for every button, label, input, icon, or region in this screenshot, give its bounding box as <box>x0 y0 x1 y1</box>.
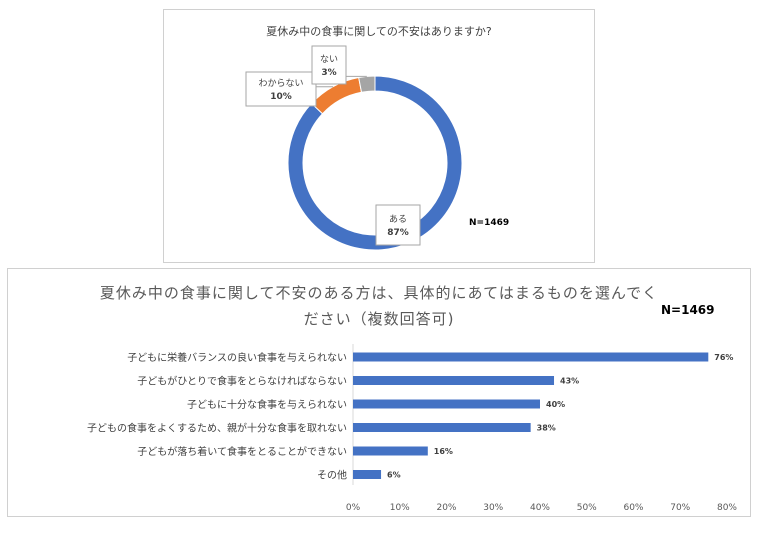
x-tick-8: 80% <box>717 503 737 513</box>
bar-1 <box>353 376 555 385</box>
x-tick-5: 50% <box>577 503 597 513</box>
donut-slice-2 <box>358 75 376 93</box>
bar-5 <box>353 470 382 479</box>
donut-callout-0: ある 87% <box>375 204 421 246</box>
donut-slice-label-1: わからない <box>258 78 303 89</box>
donut-chart-title: 夏休み中の食事に関しての不安はありますか? <box>266 25 492 38</box>
bar-2 <box>353 399 540 409</box>
donut-callout-2: ない 3% <box>311 45 367 85</box>
donut-sample-size: N=1469 <box>469 218 510 228</box>
bar-4 <box>353 446 428 456</box>
bar-value-0: 76% <box>714 353 733 362</box>
category-label-4: 子どもが落ち着いて食事をとることができない <box>137 445 347 458</box>
bar-0 <box>353 352 709 362</box>
donut-slice-label-0: ある <box>389 214 407 225</box>
donut-slice-value-0: 87% <box>387 228 409 238</box>
x-tick-7: 70% <box>670 503 690 513</box>
category-label-5: その他 <box>317 469 347 482</box>
donut-slice-value-2: 3% <box>321 68 336 78</box>
x-tick-2: 20% <box>436 503 456 513</box>
bar-value-4: 16% <box>434 447 453 456</box>
bar-chart: 子どもに栄養バランスの良い食事を与えられない 76% 子どもがひとりで食事をとらなけ… <box>87 344 737 513</box>
bar-value-3: 38% <box>537 424 556 433</box>
bar-value-1: 43% <box>560 377 579 386</box>
bar-chart-panel: 夏休み中の食事に関して不安のある方は、具体的にあてはまるものを選んでく ださい（… <box>7 268 751 517</box>
category-label-1: 子どもがひとりで食事をとらなければならない <box>137 375 347 388</box>
bar-sample-size: N=1469 <box>661 303 715 317</box>
donut-chart: ある 87% わからない 10% ない 3% <box>245 45 463 251</box>
bar-3 <box>353 423 531 432</box>
donut-slice-0 <box>287 75 463 251</box>
x-tick-1: 10% <box>390 503 410 513</box>
donut-slice-label-2: ない <box>320 54 338 65</box>
x-tick-0: 0% <box>346 503 361 513</box>
bar-chart-title-line1: 夏休み中の食事に関して不安のある方は、具体的にあてはまるものを選んでく <box>99 284 659 302</box>
category-label-2: 子どもに十分な食事を与えられない <box>187 398 347 411</box>
donut-slice-value-1: 10% <box>270 92 292 102</box>
x-tick-4: 40% <box>530 503 550 513</box>
bar-chart-title-line2: ださい（複数回答可) <box>303 310 455 328</box>
x-tick-3: 30% <box>483 503 503 513</box>
donut-chart-panel: 夏休み中の食事に関しての不安はありますか? ある 87% わからない 10% ない 3% … <box>163 9 595 263</box>
category-label-3: 子どもの食事をよくするため、親が十分な食事を取れない <box>87 422 347 435</box>
bar-value-2: 40% <box>546 400 565 409</box>
x-tick-6: 60% <box>623 503 643 513</box>
donut-callout-1: わからない 10% <box>245 71 334 107</box>
bar-value-5: 6% <box>387 471 401 480</box>
category-label-0: 子どもに栄養バランスの良い食事を与えられない <box>127 351 347 364</box>
